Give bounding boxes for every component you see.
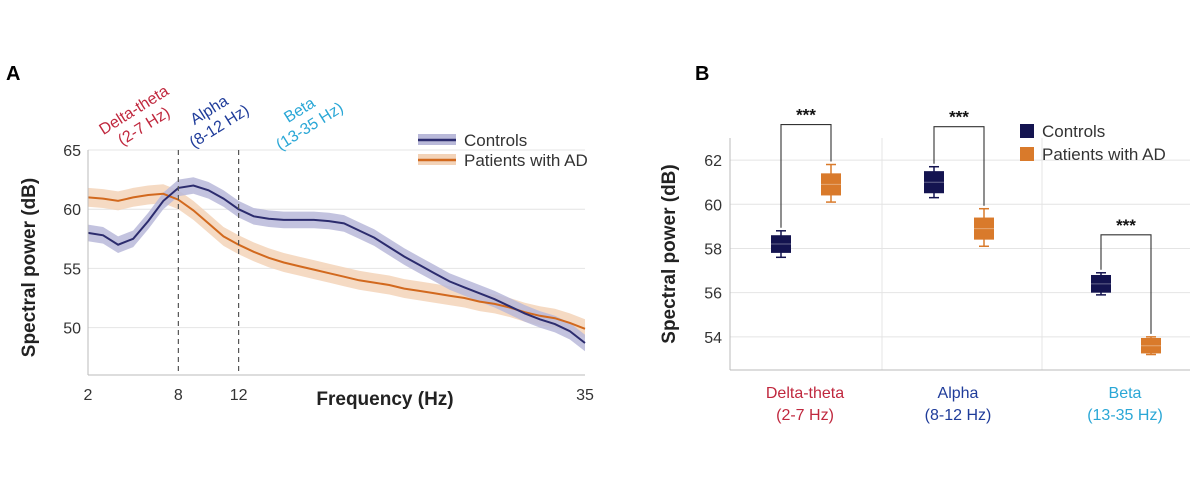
legend-label: Patients with AD (1042, 145, 1166, 164)
b-y-tick-label: 60 (704, 197, 722, 214)
band-power-chart: 54 56 58 60 62 *** *** *** Delta-theta (2-7 Hz)… (659, 106, 1190, 424)
a-x-tick-label: 2 (84, 387, 93, 404)
b-tick-labels: 54 56 58 60 62 (704, 153, 722, 347)
a-tick-labels: 50 55 60 65 2 8 12 35 (63, 143, 594, 404)
legend-label: Controls (1042, 122, 1105, 141)
box-ad (1141, 337, 1161, 354)
spectrum-chart: 50 55 60 65 2 8 12 35 Delta-theta(2-7 Hz) Alpha(… (19, 83, 594, 410)
band-label: Delta-theta(2-7 Hz) (97, 83, 174, 150)
panel-b-letter: B (695, 63, 709, 85)
category-label-range: (13-35 Hz) (1087, 407, 1163, 424)
a-y-tick-label: 55 (63, 261, 81, 278)
a-confidence-bands (88, 177, 585, 352)
a-x-tick-label: 35 (576, 387, 594, 404)
a-y-tick-label: 60 (63, 202, 81, 219)
ci-band-ad (88, 184, 585, 339)
b-gridlines (730, 138, 1190, 370)
b-y-axis-label: Spectral power (dB) (659, 164, 680, 343)
box-controls (771, 235, 791, 253)
legend-swatch (1020, 124, 1034, 138)
a-axes (87, 150, 585, 376)
legend-label: Controls (464, 131, 527, 150)
box-controls (924, 171, 944, 194)
panel-a-letter: A (6, 63, 20, 85)
a-x-tick-label: 8 (174, 387, 183, 404)
band-label: Alpha(8-12 Hz) (187, 93, 253, 152)
b-y-tick-label: 62 (704, 153, 722, 170)
b-significance: *** *** *** (780, 106, 1152, 334)
b-y-tick-label: 56 (704, 286, 722, 303)
series-line-controls (87, 184, 586, 344)
category-label-range: (8-12 Hz) (925, 407, 992, 424)
band-label: Beta(13-35 Hz) (273, 95, 346, 154)
legend-swatch (1020, 147, 1034, 161)
b-y-tick-label: 58 (704, 241, 722, 258)
significance-bracket (780, 123, 832, 228)
a-y-axis-label: Spectral power (dB) (19, 178, 40, 357)
a-x-axis-label: Frequency (Hz) (316, 389, 453, 410)
significance-bracket (1100, 234, 1152, 334)
b-boxes (771, 163, 1161, 356)
category-label-name: Beta (1109, 385, 1142, 402)
a-x-tick-label: 12 (230, 387, 248, 404)
b-legend: Controls Patients with AD (1020, 122, 1166, 164)
a-y-tick-label: 65 (63, 143, 81, 160)
a-series-lines (87, 184, 586, 344)
significance-stars: *** (1116, 216, 1136, 235)
b-axes (729, 138, 1190, 371)
b-y-tick-label: 54 (704, 330, 722, 347)
category-label-name: Delta-theta (766, 385, 844, 402)
b-category-labels: Delta-theta (2-7 Hz) Alpha (8-12 Hz) Beta (13… (766, 385, 1163, 424)
category-label-range: (2-7 Hz) (776, 407, 834, 424)
box-ad (974, 217, 994, 240)
a-gridlines (88, 149, 585, 329)
significance-bracket (933, 126, 985, 206)
category-label-name: Alpha (938, 385, 979, 402)
box-ad (821, 173, 841, 196)
a-band-labels: Delta-theta(2-7 Hz) Alpha(8-12 Hz) Beta(13… (97, 83, 347, 154)
box-controls (1091, 274, 1111, 293)
a-band-boundaries (177, 150, 240, 375)
series-line-ad (87, 192, 586, 330)
a-y-tick-label: 50 (63, 321, 81, 338)
significance-stars: *** (949, 108, 969, 127)
significance-stars: *** (796, 106, 816, 125)
legend-label: Patients with AD (464, 151, 588, 170)
